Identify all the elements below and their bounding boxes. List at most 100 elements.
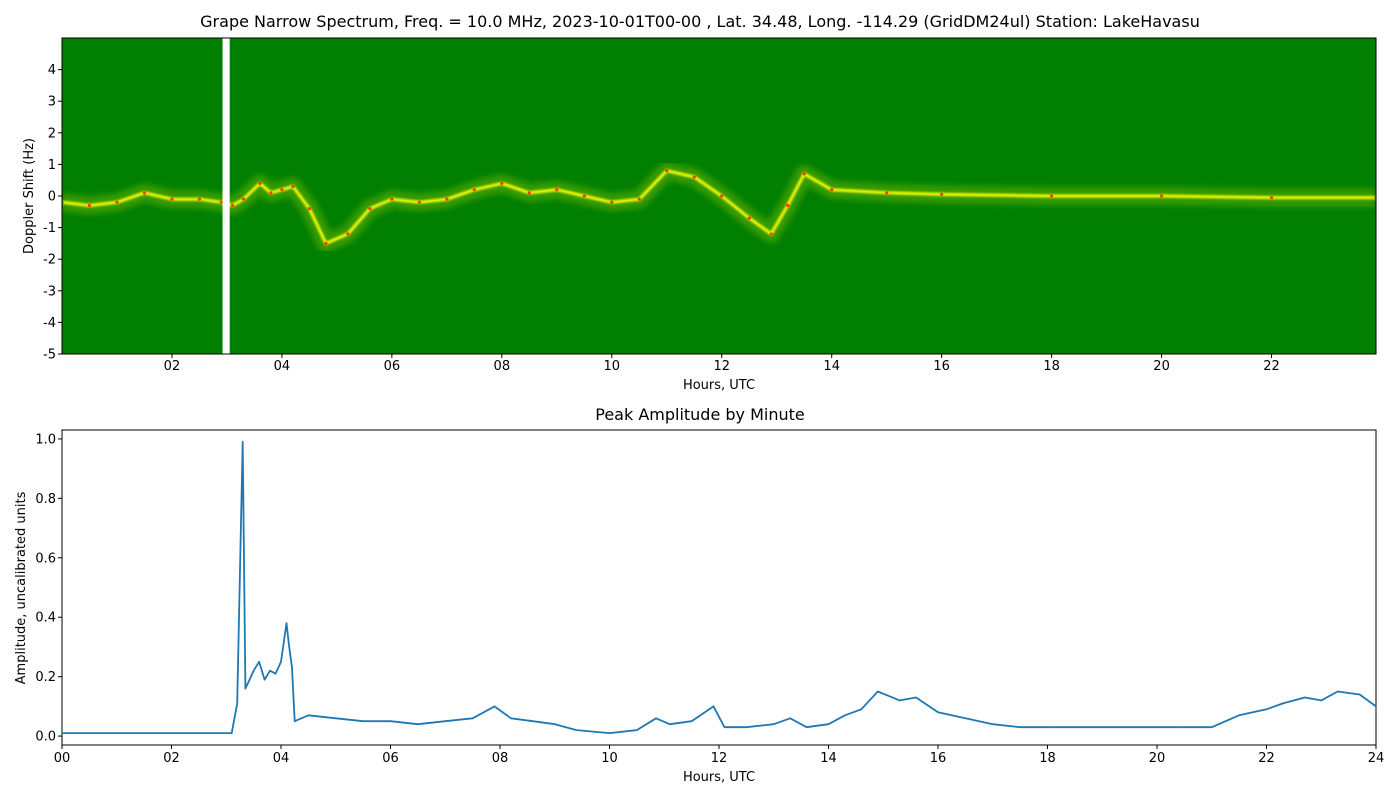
amplitude-point: [417, 723, 419, 725]
amplitude-point: [389, 720, 392, 723]
spectrum-title: Grape Narrow Spectrum, Freq. = 10.0 MHz,…: [200, 12, 1200, 31]
amplitude-point: [214, 732, 217, 734]
spectrum-x-tick-label: 22: [1263, 359, 1280, 374]
doppler-trace-point: [280, 188, 284, 192]
amplitude-x-tick-label: 00: [54, 751, 71, 766]
amplitude-point: [1358, 693, 1361, 696]
amplitude-point: [88, 732, 91, 734]
amplitude-point: [636, 729, 638, 731]
amplitude-point: [288, 646, 291, 648]
amplitude-point: [291, 666, 293, 669]
spectrum-y-tick-label: -2: [43, 253, 56, 268]
amplitude-point: [241, 441, 244, 443]
amplitude-point: [964, 717, 967, 720]
amplitude-point: [269, 669, 271, 672]
doppler-trace-point: [115, 200, 119, 204]
amplitude-point: [1101, 726, 1104, 728]
amplitude-point: [230, 732, 233, 734]
amplitude-y-axis-label: Amplitude, uncalibrated units: [14, 491, 29, 684]
spectrum-x-tick-label: 04: [274, 359, 291, 374]
amplitude-point: [198, 732, 200, 734]
doppler-trace-point: [368, 207, 372, 211]
amplitude-point: [532, 720, 534, 723]
amplitude-point: [772, 723, 775, 725]
spectrum-y-tick-label: -1: [43, 221, 56, 236]
spectrum-y-tick-label: 1: [48, 158, 56, 173]
amplitude-y-tick-label: 0.4: [35, 611, 56, 626]
data-gap: [222, 38, 230, 354]
amplitude-point: [1336, 690, 1339, 693]
amplitude-point: [844, 714, 846, 717]
amplitude-point: [252, 669, 255, 672]
doppler-trace-point: [258, 181, 262, 185]
amplitude-point: [1320, 699, 1323, 702]
doppler-trace-point: [241, 197, 246, 201]
doppler-trace-point: [527, 191, 531, 195]
amplitude-point: [334, 717, 337, 720]
doppler-trace-point: [197, 197, 202, 201]
amplitude-point: [471, 717, 474, 720]
amplitude-x-tick-label: 20: [1149, 751, 1166, 766]
amplitude-y-tick-label: 0.0: [35, 730, 56, 745]
doppler-trace-point: [346, 232, 350, 236]
amplitude-point: [493, 705, 496, 708]
amplitude-point: [274, 672, 277, 675]
amplitude-point: [307, 714, 310, 717]
amplitude-point: [915, 696, 917, 699]
amplitude-point: [143, 732, 145, 734]
amplitude-point: [1282, 702, 1284, 705]
amplitude-point: [247, 681, 249, 684]
doppler-trace-point: [747, 216, 751, 220]
amplitude-point: [991, 723, 994, 725]
amplitude-point: [61, 732, 63, 734]
doppler-trace-point: [170, 197, 174, 201]
spectrum-y-tick-label: -3: [43, 284, 56, 299]
amplitude-point: [655, 717, 657, 720]
amplitude-point: [1156, 726, 1158, 728]
amplitude-x-tick-label: 14: [820, 751, 837, 766]
amplitude-x-tick-label: 02: [163, 751, 180, 766]
amplitude-point: [898, 699, 901, 702]
amplitude-point: [860, 708, 863, 711]
spectrum-y-tick-label: 3: [48, 95, 56, 110]
amplitude-point: [280, 660, 282, 663]
spectrum-x-tick-label: 12: [713, 359, 730, 374]
amplitude-point: [723, 726, 726, 728]
amplitude-point: [789, 717, 791, 720]
doppler-trace-point: [291, 184, 295, 189]
amplitude-x-tick-label: 10: [601, 751, 618, 766]
doppler-trace-point: [692, 175, 696, 179]
doppler-trace-point: [219, 200, 224, 204]
spectrum-y-tick-label: 0: [48, 190, 56, 205]
doppler-trace-point: [610, 200, 614, 204]
doppler-trace-point: [830, 188, 834, 192]
amplitude-point: [258, 660, 260, 663]
amplitude-point: [285, 622, 288, 624]
spectrum-x-tick-label: 16: [933, 359, 950, 374]
amplitude-x-tick-label: 22: [1258, 751, 1275, 766]
amplitude-y-tick-label: 1.0: [35, 432, 56, 447]
amplitude-point: [827, 723, 830, 725]
amplitude-point: [1183, 726, 1186, 728]
spectrum-x-tick-label: 14: [823, 359, 840, 374]
doppler-trace-point: [445, 197, 449, 201]
doppler-trace-point: [390, 197, 394, 201]
amplitude-x-tick-label: 16: [930, 751, 947, 766]
spectrum-x-tick-label: 10: [604, 359, 621, 374]
doppler-trace-point: [720, 194, 724, 198]
doppler-trace-point: [786, 203, 790, 208]
amplitude-axes: 00 02 04 06 08 10 12 14 16 18 20 22 24 0.0 0.2 0.4 0.6 0.…: [35, 432, 1384, 766]
amplitude-x-tick-label: 18: [1039, 751, 1056, 766]
spectrum-x-axis-label: Hours, UTC: [683, 378, 755, 393]
amplitude-frame: [61, 429, 1377, 746]
amplitude-point: [937, 711, 939, 714]
doppler-trace-point: [324, 241, 328, 245]
amplitude-point: [444, 720, 447, 723]
amplitude-point: [1265, 708, 1268, 711]
amplitude-point: [1019, 726, 1021, 728]
doppler-trace-point: [802, 172, 806, 176]
doppler-trace-point: [269, 191, 273, 195]
amplitude-point: [553, 723, 556, 725]
amplitude-y-tick-label: 0.2: [35, 670, 56, 685]
amplitude-x-tick-label: 24: [1368, 751, 1385, 766]
